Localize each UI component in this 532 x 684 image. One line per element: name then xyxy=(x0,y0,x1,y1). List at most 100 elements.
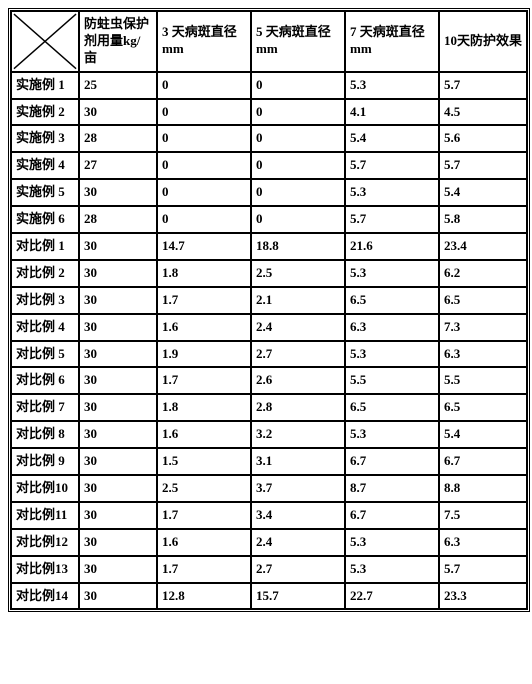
cell: 5.4 xyxy=(345,125,439,152)
col-header: 防蛀虫保护剂用量kg/亩 xyxy=(79,11,157,72)
cell: 0 xyxy=(157,206,251,233)
col-header: 7 天病斑直径mm xyxy=(345,11,439,72)
cell: 5.3 xyxy=(345,529,439,556)
table-row: 实施例 530005.35.4 xyxy=(11,179,527,206)
table-row: 对比例 13014.718.821.623.4 xyxy=(11,233,527,260)
table-row: 实施例 230004.14.5 xyxy=(11,99,527,126)
cell: 0 xyxy=(251,125,345,152)
cell: 3.2 xyxy=(251,421,345,448)
cell: 2.4 xyxy=(251,314,345,341)
cell: 2.1 xyxy=(251,287,345,314)
cell: 0 xyxy=(157,125,251,152)
row-label: 对比例 5 xyxy=(11,341,79,368)
cell: 1.6 xyxy=(157,529,251,556)
table-row: 对比例 3301.72.16.56.5 xyxy=(11,287,527,314)
cell: 5.3 xyxy=(345,421,439,448)
cell: 6.3 xyxy=(439,529,527,556)
cell: 30 xyxy=(79,475,157,502)
cell: 6.5 xyxy=(439,394,527,421)
row-label: 对比例 4 xyxy=(11,314,79,341)
cell: 1.9 xyxy=(157,341,251,368)
cell: 2.5 xyxy=(157,475,251,502)
cell: 6.2 xyxy=(439,260,527,287)
cell: 2.8 xyxy=(251,394,345,421)
table-row: 对比例143012.815.722.723.3 xyxy=(11,583,527,610)
cell: 5.5 xyxy=(439,367,527,394)
cell: 5.3 xyxy=(345,556,439,583)
row-label: 对比例 3 xyxy=(11,287,79,314)
cell: 6.5 xyxy=(439,287,527,314)
row-label: 对比例 7 xyxy=(11,394,79,421)
table-row: 对比例 2301.82.55.36.2 xyxy=(11,260,527,287)
cell: 30 xyxy=(79,529,157,556)
cell: 5.7 xyxy=(439,152,527,179)
cell: 6.7 xyxy=(439,448,527,475)
table-row: 对比例 6301.72.65.55.5 xyxy=(11,367,527,394)
cell: 2.7 xyxy=(251,556,345,583)
cell: 5.4 xyxy=(439,179,527,206)
cell: 6.3 xyxy=(345,314,439,341)
cell: 5.3 xyxy=(345,179,439,206)
cell: 0 xyxy=(157,99,251,126)
cell: 30 xyxy=(79,367,157,394)
cell: 6.5 xyxy=(345,287,439,314)
cell: 22.7 xyxy=(345,583,439,610)
cell: 0 xyxy=(251,152,345,179)
cell: 5.5 xyxy=(345,367,439,394)
cell: 30 xyxy=(79,260,157,287)
row-label: 实施例 2 xyxy=(11,99,79,126)
cell: 5.3 xyxy=(345,72,439,99)
cell: 15.7 xyxy=(251,583,345,610)
cell: 1.6 xyxy=(157,314,251,341)
cell: 30 xyxy=(79,314,157,341)
cell: 1.7 xyxy=(157,287,251,314)
table-row: 对比例 8301.63.25.35.4 xyxy=(11,421,527,448)
cell: 6.7 xyxy=(345,448,439,475)
cell: 2.4 xyxy=(251,529,345,556)
cell: 30 xyxy=(79,287,157,314)
cell: 1.5 xyxy=(157,448,251,475)
cell: 30 xyxy=(79,421,157,448)
row-label: 对比例10 xyxy=(11,475,79,502)
cell: 3.1 xyxy=(251,448,345,475)
cell: 30 xyxy=(79,99,157,126)
cell: 0 xyxy=(251,99,345,126)
cell: 30 xyxy=(79,556,157,583)
row-label: 对比例 2 xyxy=(11,260,79,287)
cell: 5.7 xyxy=(439,556,527,583)
cell: 6.7 xyxy=(345,502,439,529)
table-row: 实施例 125005.35.7 xyxy=(11,72,527,99)
cell: 2.6 xyxy=(251,367,345,394)
row-label: 对比例 6 xyxy=(11,367,79,394)
cell: 23.4 xyxy=(439,233,527,260)
cell: 30 xyxy=(79,341,157,368)
table-row: 实施例 328005.45.6 xyxy=(11,125,527,152)
cell: 5.3 xyxy=(345,341,439,368)
cell: 5.3 xyxy=(345,260,439,287)
cell: 27 xyxy=(79,152,157,179)
col-header: 3 天病斑直径mm xyxy=(157,11,251,72)
cell: 12.8 xyxy=(157,583,251,610)
col-header: 5 天病斑直径mm xyxy=(251,11,345,72)
cell: 5.4 xyxy=(439,421,527,448)
table-row: 对比例10302.53.78.78.8 xyxy=(11,475,527,502)
header-row: 防蛀虫保护剂用量kg/亩 3 天病斑直径mm 5 天病斑直径mm 7 天病斑直径… xyxy=(11,11,527,72)
cell: 6.3 xyxy=(439,341,527,368)
cell: 30 xyxy=(79,394,157,421)
cell: 0 xyxy=(157,179,251,206)
table-row: 对比例 4301.62.46.37.3 xyxy=(11,314,527,341)
cell: 4.1 xyxy=(345,99,439,126)
row-label: 对比例13 xyxy=(11,556,79,583)
row-label: 对比例 1 xyxy=(11,233,79,260)
cell: 7.5 xyxy=(439,502,527,529)
cell: 7.3 xyxy=(439,314,527,341)
table-row: 对比例12301.62.45.36.3 xyxy=(11,529,527,556)
row-label: 对比例 8 xyxy=(11,421,79,448)
cell: 1.7 xyxy=(157,556,251,583)
cell: 1.8 xyxy=(157,260,251,287)
cell: 18.8 xyxy=(251,233,345,260)
cell: 25 xyxy=(79,72,157,99)
cell: 30 xyxy=(79,502,157,529)
cell: 5.7 xyxy=(439,72,527,99)
table-row: 对比例 9301.53.16.76.7 xyxy=(11,448,527,475)
